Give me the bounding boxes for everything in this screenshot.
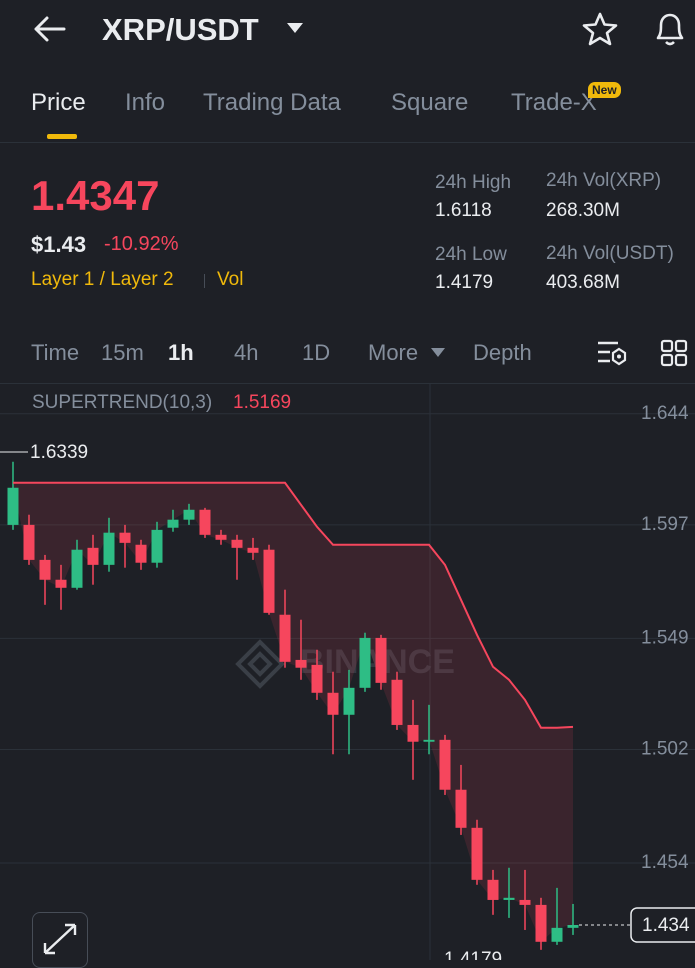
y-tick-label: 1.644	[641, 403, 689, 424]
expand-icon	[43, 923, 77, 955]
interval[interactable]: 4h	[234, 340, 259, 365]
interval[interactable]: More	[368, 340, 419, 365]
candle-body	[263, 549, 275, 613]
candle-body	[423, 739, 435, 742]
candle-body	[487, 879, 499, 900]
stat-label: 24h High	[435, 172, 512, 193]
alert-bell[interactable]	[652, 10, 688, 48]
candle-body	[535, 904, 547, 942]
candle-body	[23, 524, 35, 560]
pair-title[interactable]: XRP/USDT	[102, 12, 259, 47]
candle-body	[455, 789, 467, 828]
candle-body	[375, 637, 387, 683]
candle-body	[215, 534, 227, 540]
interval[interactable]: Time	[31, 340, 80, 365]
interval[interactable]: 1h	[168, 340, 194, 365]
tab[interactable]: Info	[125, 89, 166, 116]
candle-body	[55, 579, 67, 588]
candle-body	[279, 614, 291, 662]
usd-price: $1.43	[31, 232, 87, 257]
more-dropdown[interactable]	[430, 347, 446, 358]
candle-body	[295, 659, 307, 668]
pair-dropdown[interactable]	[286, 22, 304, 34]
tab[interactable]: Price	[31, 89, 86, 116]
watermark-logo	[235, 639, 285, 689]
candle-body	[167, 519, 179, 528]
new-badge: New	[588, 82, 621, 98]
candle-body	[199, 509, 211, 535]
tag-separator	[204, 274, 205, 288]
favorite-star[interactable]	[582, 12, 618, 46]
tab[interactable]: Square	[391, 89, 469, 116]
candle-body	[327, 692, 339, 715]
y-tick-label: 1.549	[641, 627, 689, 648]
candle-body	[135, 544, 147, 563]
candle-body	[471, 827, 483, 880]
candle-body	[391, 679, 403, 725]
active-tab-indicator	[47, 134, 77, 139]
last-price-box	[630, 907, 695, 943]
stat-label: 24h Vol(USDT)	[546, 243, 674, 264]
y-tick-label: 1.454	[641, 852, 689, 873]
candle-body	[87, 547, 99, 565]
candle-body	[119, 532, 131, 543]
candle-body	[103, 532, 115, 565]
candle-body	[311, 664, 323, 693]
candle-body	[343, 687, 355, 715]
supertrend-fill	[13, 482, 573, 942]
stat-value: 1.4179	[435, 272, 494, 293]
stat-value: 268.30M	[546, 200, 620, 221]
interval[interactable]: Depth	[473, 340, 532, 365]
divider	[0, 383, 695, 384]
candle-body	[519, 899, 531, 905]
min-label: 1.4179	[444, 949, 502, 960]
interval[interactable]: 1D	[302, 340, 331, 365]
candle-body	[7, 487, 19, 525]
candle-body	[231, 539, 243, 548]
indicator-value: 1.5169	[233, 392, 291, 413]
last-price: 1.4347	[31, 172, 160, 219]
candle-body	[39, 559, 51, 580]
candle-body	[567, 925, 579, 928]
candle-body	[407, 724, 419, 742]
stat-value: 1.6118	[435, 200, 492, 221]
candle-body	[71, 549, 83, 588]
stat-value: 403.68M	[546, 272, 620, 293]
candle-body	[359, 637, 371, 688]
supertrend-line	[13, 481, 574, 729]
candle-body	[551, 927, 563, 942]
divider	[0, 142, 695, 143]
candle-body	[151, 529, 163, 563]
indicator-label: SUPERTREND(10,3)	[32, 392, 212, 413]
indicator-settings[interactable]	[596, 338, 628, 368]
tag[interactable]: Layer 1 / Layer 2	[31, 269, 174, 290]
back-button[interactable]	[32, 14, 68, 44]
y-tick-label: 1.502	[641, 739, 689, 760]
interval[interactable]: 15m	[101, 340, 144, 365]
tab[interactable]: Trading Data	[203, 89, 341, 116]
candle-body	[503, 897, 515, 900]
candle-body	[183, 509, 195, 520]
last-price-label: 1.434	[642, 915, 690, 936]
price-change: -10.92%	[104, 233, 179, 255]
stat-label: 24h Vol(XRP)	[546, 170, 662, 191]
fullscreen-button[interactable]	[32, 912, 88, 968]
layout-grid[interactable]	[660, 339, 688, 367]
candle-body	[247, 547, 259, 553]
stat-label: 24h Low	[435, 244, 507, 265]
tag[interactable]: Vol	[217, 269, 244, 290]
tab[interactable]: Trade-X	[511, 89, 597, 116]
max-label: 1.6339	[30, 442, 88, 463]
y-tick-label: 1.597	[641, 514, 689, 535]
candle-body	[439, 739, 451, 790]
